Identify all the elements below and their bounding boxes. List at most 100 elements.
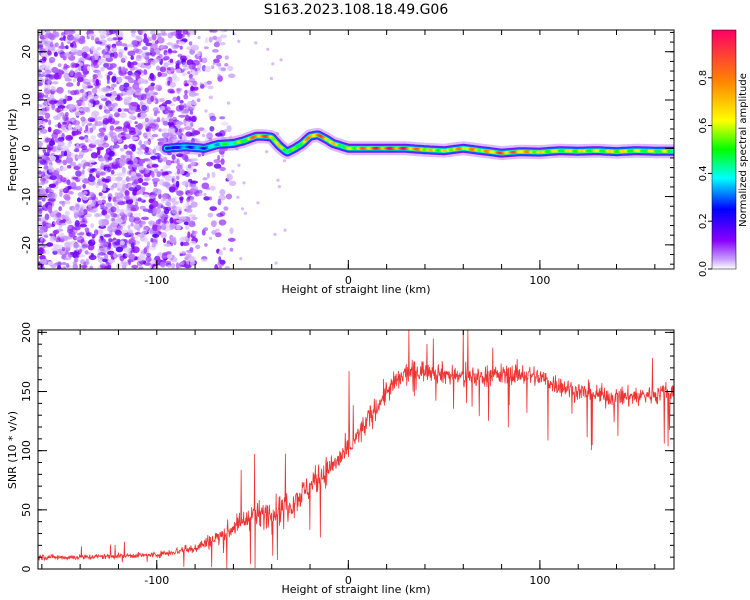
- noise-blob: [50, 264, 57, 269]
- noise-blob: [266, 47, 270, 52]
- noise-blob: [124, 190, 130, 196]
- noise-blob: [188, 183, 197, 188]
- noise-blob: [202, 129, 208, 133]
- noise-blob: [42, 120, 46, 127]
- noise-blob: [206, 132, 214, 140]
- noise-blob: [201, 258, 208, 263]
- noise-blob: [113, 241, 121, 246]
- noise-blob: [175, 63, 180, 70]
- noise-blob: [114, 111, 119, 115]
- noise-blob: [44, 112, 51, 119]
- noise-blob: [265, 150, 269, 154]
- noise-blob: [204, 243, 208, 247]
- noise-blob: [79, 231, 85, 236]
- noise-blob: [118, 66, 122, 73]
- noise-blob: [203, 192, 207, 197]
- noise-blob: [166, 67, 172, 71]
- noise-blob: [75, 170, 82, 177]
- noise-blob: [191, 158, 198, 162]
- noise-blob: [228, 73, 236, 79]
- noise-blob: [149, 47, 154, 52]
- noise-blob: [134, 91, 142, 96]
- noise-blob: [73, 73, 79, 79]
- noise-blob: [220, 67, 226, 72]
- noise-blob: [121, 158, 126, 166]
- noise-blob: [240, 207, 245, 211]
- noise-blob: [155, 40, 159, 45]
- noise-blob: [100, 162, 105, 170]
- noise-blob: [201, 57, 208, 64]
- noise-blob: [277, 185, 281, 189]
- noise-blob: [94, 121, 98, 126]
- noise-blob: [78, 65, 82, 72]
- noise-blob: [72, 120, 81, 126]
- noise-blob: [131, 61, 138, 66]
- noise-blob: [186, 200, 190, 206]
- noise-blob: [56, 129, 63, 134]
- noise-blob: [224, 63, 229, 67]
- noise-blob: [80, 116, 86, 122]
- noise-blob: [81, 196, 89, 201]
- noise-blob: [57, 63, 62, 68]
- y-tick-label: 20: [20, 45, 33, 59]
- noise-blob: [159, 105, 166, 111]
- noise-blob: [74, 89, 81, 95]
- noise-blob: [129, 154, 133, 161]
- noise-blob: [137, 123, 144, 130]
- noise-blob: [167, 127, 176, 134]
- noise-blob: [99, 95, 106, 99]
- noise-blob: [137, 77, 145, 85]
- noise-blob: [64, 210, 71, 216]
- noise-blob: [187, 231, 191, 239]
- noise-blob: [134, 121, 138, 125]
- noise-blob: [168, 186, 176, 193]
- noise-blob: [191, 100, 197, 106]
- noise-blob: [145, 52, 153, 56]
- noise-blob: [77, 77, 83, 81]
- noise-blob: [38, 222, 42, 228]
- noise-blob: [100, 195, 107, 200]
- noise-blob: [190, 180, 198, 184]
- noise-blob: [178, 216, 187, 220]
- noise-blob: [41, 221, 49, 225]
- noise-blob: [61, 215, 70, 220]
- noise-blob: [158, 179, 165, 186]
- noise-blob: [188, 41, 193, 46]
- noise-blob: [81, 145, 88, 151]
- noise-blob: [93, 95, 99, 101]
- noise-blob: [109, 173, 117, 177]
- noise-blob: [190, 201, 198, 208]
- noise-blob: [146, 252, 152, 258]
- noise-blob: [51, 66, 59, 74]
- noise-blob: [92, 74, 98, 79]
- noise-blob: [55, 31, 60, 38]
- noise-blob: [189, 106, 196, 110]
- noise-blob: [183, 221, 189, 226]
- noise-blob: [50, 85, 56, 91]
- noise-blob: [112, 51, 118, 59]
- noise-blob: [182, 30, 189, 35]
- colorbar-label: Normalized spectral amplitude: [738, 73, 749, 227]
- noise-blob: [164, 100, 172, 105]
- noise-blob: [47, 222, 53, 228]
- noise-blob: [225, 193, 233, 200]
- noise-blob: [67, 152, 76, 158]
- noise-blob: [164, 198, 171, 203]
- noise-blob: [154, 168, 159, 174]
- noise-blob: [78, 253, 85, 258]
- noise-blob: [175, 87, 183, 91]
- noise-blob: [98, 127, 107, 133]
- noise-blob: [91, 233, 96, 239]
- noise-blob: [156, 37, 165, 44]
- noise-blob: [56, 86, 64, 94]
- noise-blob: [151, 178, 160, 183]
- noise-blob: [165, 164, 171, 169]
- noise-blob: [123, 108, 130, 112]
- noise-blob: [123, 144, 128, 150]
- noise-blob: [121, 171, 126, 177]
- noise-blob: [137, 233, 142, 237]
- noise-blob: [110, 169, 115, 175]
- noise-blob: [123, 96, 132, 104]
- noise-blob: [131, 39, 138, 46]
- noise-blob: [39, 60, 45, 64]
